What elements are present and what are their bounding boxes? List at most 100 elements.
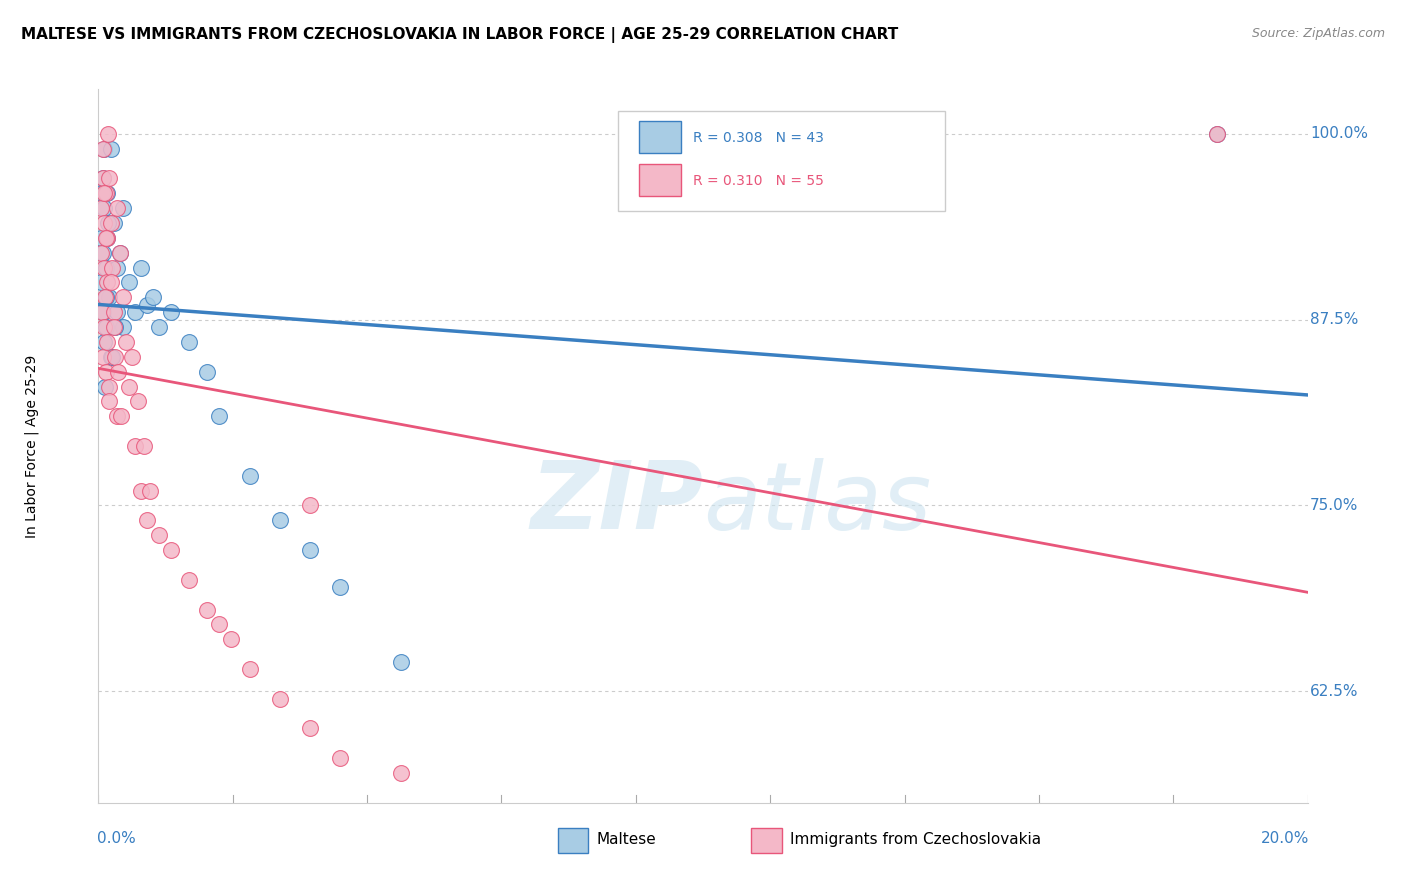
Point [118,276,141,290]
Text: atlas: atlas [703,458,931,549]
Point [111,290,134,304]
Point [91,171,114,186]
Point [96,334,118,349]
Point [94,290,117,304]
Point [100,350,122,364]
Bar [638,164,682,196]
Point [105,409,128,424]
Text: 0.0%: 0.0% [97,831,136,847]
Text: Maltese: Maltese [596,832,657,847]
Point [129,483,152,498]
Point [110,409,132,424]
Point [100,276,122,290]
Point [94,320,117,334]
Point [98,171,121,186]
Point [93,186,115,201]
Point [160,305,183,319]
Point [148,528,170,542]
Point [179,334,201,349]
Point [105,201,128,215]
Point [96,231,118,245]
Point [93,320,115,334]
Point [124,305,146,319]
Text: Source: ZipAtlas.com: Source: ZipAtlas.com [1251,27,1385,40]
Point [129,260,152,275]
Point [97,216,120,230]
Point [104,350,127,364]
Point [93,201,115,215]
Point [91,305,114,319]
Point [97,394,120,409]
Point [98,290,121,304]
Point [179,573,201,587]
Point [98,379,121,393]
Point [142,290,165,304]
Text: 75.0%: 75.0% [1310,498,1358,513]
Point [105,260,128,275]
Point [111,201,134,215]
Point [148,320,170,334]
Point [90,231,112,245]
Point [139,483,162,498]
Point [195,602,218,616]
Point [111,320,134,334]
Point [108,245,131,260]
Point [100,350,122,364]
Text: In Labor Force | Age 25-29: In Labor Force | Age 25-29 [25,354,39,538]
Text: MALTESE VS IMMIGRANTS FROM CZECHOSLOVAKIA IN LABOR FORCE | AGE 25-29 CORRELATION: MALTESE VS IMMIGRANTS FROM CZECHOSLOVAKI… [21,27,898,43]
Point [93,334,115,349]
Point [91,245,114,260]
Point [389,655,412,669]
Point [107,365,129,379]
Point [269,513,291,527]
Bar [638,121,682,153]
Point [94,379,117,393]
Point [160,543,183,558]
Point [239,468,262,483]
Point [299,543,322,558]
Point [104,320,127,334]
Point [208,617,231,632]
Point [96,290,118,304]
Point [100,260,122,275]
Text: R = 0.308   N = 43: R = 0.308 N = 43 [693,131,824,145]
Point [93,142,115,156]
Point [96,276,118,290]
Point [94,365,117,379]
Text: 100.0%: 100.0% [1310,127,1368,141]
Point [118,379,141,393]
Point [121,350,143,364]
Point [97,127,120,141]
Point [221,632,243,647]
Point [103,320,125,334]
Point [91,350,114,364]
Point [108,245,131,260]
Point [127,394,149,409]
Point [124,439,146,453]
Text: ZIP: ZIP [530,457,703,549]
Point [299,499,322,513]
Point [93,260,115,275]
Point [103,216,125,230]
Point [90,201,112,215]
Point [135,513,157,527]
Text: R = 0.310   N = 55: R = 0.310 N = 55 [693,174,824,187]
Point [100,142,122,156]
Point [329,580,352,594]
Point [389,766,412,780]
Point [208,409,231,424]
Text: Immigrants from Czechoslovakia: Immigrants from Czechoslovakia [790,832,1042,847]
Text: 87.5%: 87.5% [1310,312,1358,327]
Point [96,231,118,245]
Point [1206,127,1229,141]
Point [93,216,115,230]
Point [94,260,117,275]
Point [299,722,322,736]
Text: 62.5%: 62.5% [1310,684,1358,698]
Text: 20.0%: 20.0% [1260,831,1309,847]
Point [96,186,118,201]
Point [100,216,122,230]
Point [269,691,291,706]
Point [114,334,136,349]
Point [91,305,114,319]
